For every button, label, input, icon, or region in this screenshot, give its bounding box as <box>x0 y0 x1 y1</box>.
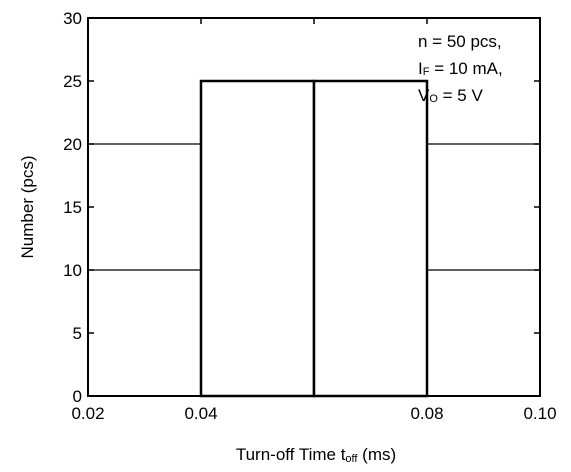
y-axis-title: Number (pcs) <box>18 156 37 259</box>
x-axis-title-subscript: off <box>345 453 358 465</box>
histogram-bar-1 <box>199 79 316 398</box>
x-axis-title-suffix: (ms) <box>357 445 396 464</box>
y-tick-label-15: 15 <box>63 198 82 217</box>
conditions-annotation: n = 50 pcs, IF = 10 mA, VO = 5 V <box>418 32 503 105</box>
annotation-line-3: VO = 5 V <box>418 86 483 105</box>
histogram-bar-2 <box>312 79 429 398</box>
y-tick-label-5: 5 <box>73 324 82 343</box>
axis-ticks <box>87 17 541 397</box>
annotation-line-2: IF = 10 mA, <box>418 59 503 78</box>
x-tick-label-1: 0.04 <box>184 404 217 423</box>
y-tick-label-20: 20 <box>63 135 82 154</box>
annotation-line-2-sub: F <box>423 66 430 78</box>
y-tick-label-10: 10 <box>63 261 82 280</box>
x-tick-labels: 0.02 0.04 0.08 0.10 <box>71 404 556 423</box>
x-tick-label-4: 0.10 <box>523 404 556 423</box>
annotation-line-3-main: V <box>418 86 430 105</box>
annotation-line-2-rest: = 10 mA, <box>429 59 502 78</box>
annotation-line-3-sub: O <box>429 93 438 105</box>
y-tick-labels: 0 5 10 15 20 25 30 <box>63 9 82 406</box>
y-tick-label-30: 30 <box>63 9 82 28</box>
histogram-bars <box>199 79 429 398</box>
x-tick-label-0: 0.02 <box>71 404 104 423</box>
x-axis-title: Turn-off Time toff (ms) <box>236 445 396 465</box>
annotation-line-1: n = 50 pcs, <box>418 32 502 51</box>
y-tick-label-0: 0 <box>73 387 82 406</box>
y-tick-label-25: 25 <box>63 72 82 91</box>
x-tick-label-3: 0.08 <box>410 404 443 423</box>
annotation-line-3-rest: = 5 V <box>438 86 484 105</box>
annotation-line-2-main: I <box>418 59 423 78</box>
x-axis-title-prefix: Turn-off Time t <box>236 445 346 464</box>
